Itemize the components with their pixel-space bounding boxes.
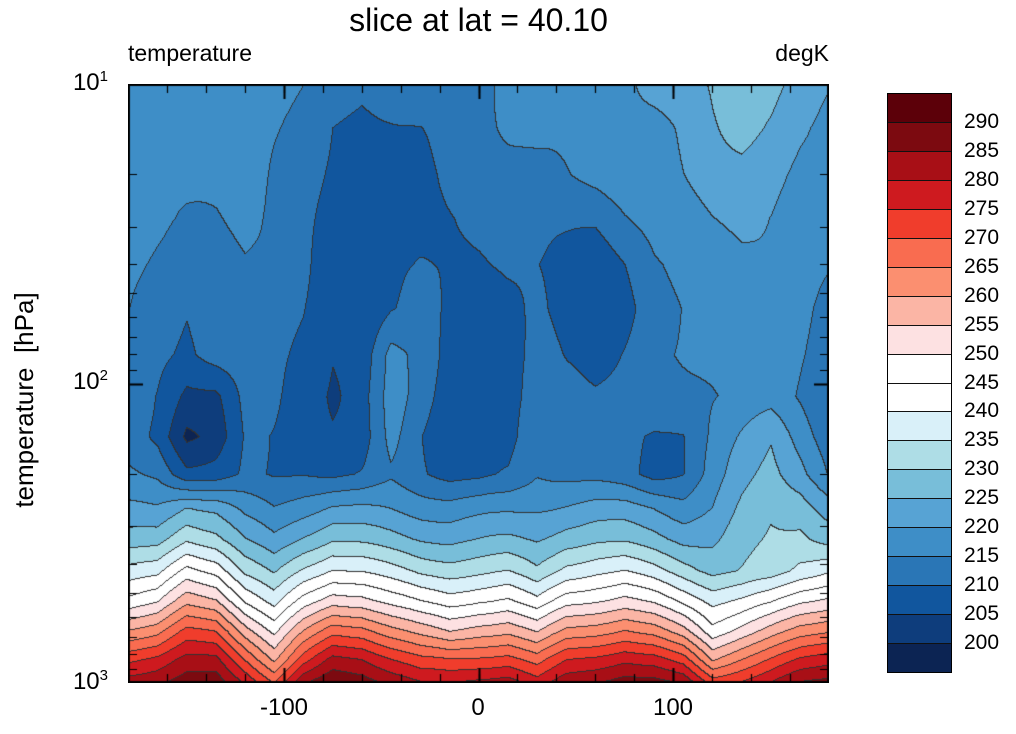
- colorbar-segment: [888, 208, 951, 238]
- colorbar-label: 250: [964, 341, 1000, 365]
- x-tick-label-neg100: -100: [259, 694, 309, 721]
- colorbar-segment: [888, 469, 951, 499]
- colorbar-segment: [888, 411, 951, 441]
- subtitle-row: temperature degK: [128, 40, 829, 67]
- colorbar-label: 240: [964, 399, 1000, 423]
- colorbar-segment: [888, 353, 951, 383]
- colorbar-label: 210: [964, 573, 1000, 597]
- colorbar-segment: [888, 556, 951, 586]
- contour-plot-canvas: [128, 84, 829, 683]
- colorbar-segment: [888, 94, 951, 122]
- colorbar-label: 285: [964, 138, 1000, 162]
- colorbar-label: 230: [964, 457, 1000, 481]
- y-tick-label-10e1: 101: [72, 68, 108, 97]
- colorbar-label: 290: [964, 109, 1000, 133]
- colorbar-segment: [888, 643, 951, 673]
- colorbar-label: 205: [964, 602, 1000, 626]
- colorbar-label: 215: [964, 544, 1000, 568]
- x-tick-label-0: 0: [471, 694, 485, 721]
- colorbar-segment: [888, 237, 951, 267]
- colorbar-segment: [888, 121, 951, 151]
- colorbar-segment: [888, 498, 951, 528]
- colorbar-label: 200: [964, 631, 1000, 655]
- colorbar-segment: [888, 382, 951, 412]
- colorbar-label: 220: [964, 515, 1000, 539]
- colorbar-segment: [888, 614, 951, 644]
- colorbar-label: 260: [964, 283, 1000, 307]
- y-axis-title: temperature [hPa]: [9, 292, 39, 508]
- colorbar-label: 245: [964, 370, 1000, 394]
- plot-title: slice at lat = 40.10: [349, 2, 608, 38]
- colorbar-segment: [888, 266, 951, 296]
- colorbar-segment: [888, 179, 951, 209]
- y-tick-label-10e2: 102: [72, 367, 108, 396]
- variable-label: temperature: [128, 40, 253, 66]
- colorbar-label: 265: [964, 254, 1000, 278]
- colorbar-segment: [888, 527, 951, 557]
- colorbar-label: 275: [964, 196, 1000, 220]
- colorbar-segment: [888, 295, 951, 325]
- colorbar-label: 280: [964, 167, 1000, 191]
- colorbar-segment: [888, 150, 951, 180]
- colorbar-label: 255: [964, 312, 1000, 336]
- x-tick-label-100: 100: [652, 694, 694, 721]
- colorbar-segment: [888, 585, 951, 615]
- units-label: degK: [775, 40, 829, 66]
- colorbar: [887, 93, 952, 673]
- colorbar-segment: [888, 440, 951, 470]
- colorbar-label: 270: [964, 225, 1000, 249]
- colorbar-segment: [888, 324, 951, 354]
- colorbar-label: 225: [964, 486, 1000, 510]
- colorbar-label: 235: [964, 428, 1000, 452]
- y-tick-label-10e3: 103: [72, 667, 108, 696]
